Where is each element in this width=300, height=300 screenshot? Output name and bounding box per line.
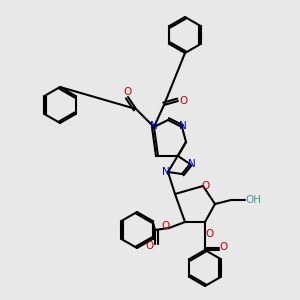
- Text: O: O: [179, 96, 187, 106]
- Text: O: O: [220, 242, 228, 252]
- Text: O: O: [145, 241, 153, 251]
- Text: OH: OH: [245, 195, 261, 205]
- Text: O: O: [206, 229, 214, 239]
- Text: O: O: [124, 87, 132, 97]
- Text: O: O: [201, 181, 209, 191]
- Text: N: N: [162, 167, 170, 177]
- Text: N: N: [150, 121, 158, 131]
- Text: N: N: [179, 121, 187, 131]
- Text: O: O: [162, 221, 170, 231]
- Text: N: N: [188, 159, 196, 169]
